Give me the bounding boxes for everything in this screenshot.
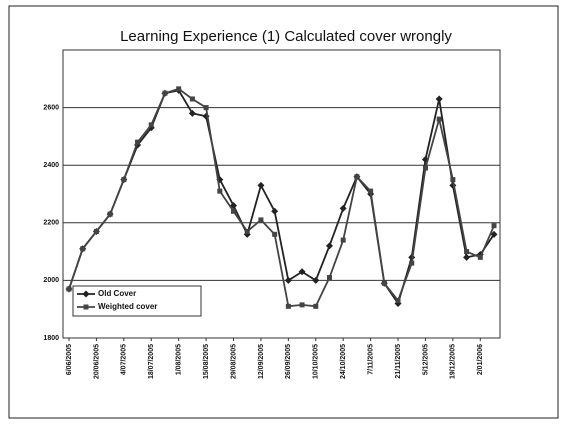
point (271, 207, 279, 215)
point (368, 188, 374, 194)
x-tick-label: 1/08/2005 (176, 344, 183, 375)
point (135, 139, 141, 145)
point (395, 298, 401, 304)
y-tick-label: 1800 (43, 335, 59, 342)
point (490, 230, 498, 238)
point (491, 223, 497, 229)
x-tick-label: 4/07/2005 (121, 344, 128, 375)
x-tick-label: 19/12/2005 (450, 344, 457, 379)
point (450, 177, 456, 183)
x-tick-label: 26/09/2005 (285, 344, 292, 379)
x-tick-label: 15/08/2005 (203, 344, 210, 379)
x-tick-label: 5/12/2005 (422, 344, 429, 375)
point (258, 217, 264, 223)
x-tick-label: 24/10/2005 (340, 344, 347, 379)
x-tick-label: 2/01/2006 (477, 344, 484, 375)
point (188, 109, 196, 117)
point (66, 286, 72, 292)
point (285, 303, 291, 309)
point (176, 86, 182, 92)
point (409, 260, 415, 266)
point (272, 231, 278, 237)
point (325, 242, 333, 250)
legend-label: Weighted cover (98, 302, 157, 311)
point (148, 122, 154, 128)
point (422, 165, 428, 171)
x-tick-label: 7/11/2005 (367, 344, 374, 375)
x-tick-label: 20/06/2005 (93, 344, 100, 379)
legend-marker (82, 290, 90, 298)
point (435, 95, 443, 103)
point (312, 276, 320, 284)
point (217, 188, 223, 194)
legend-box (72, 285, 202, 317)
legend-marker (83, 304, 89, 310)
point (162, 90, 168, 96)
plot-area (62, 49, 501, 339)
y-tick-label: 2200 (43, 220, 59, 227)
point (298, 268, 306, 276)
point (203, 105, 209, 111)
chart-frame (8, 5, 559, 419)
y-tick-label: 2600 (43, 104, 59, 111)
series-line (68, 87, 495, 308)
x-tick-label: 10/10/2005 (313, 344, 320, 379)
x-tick-label: 6/06/2005 (66, 344, 73, 375)
point (354, 174, 360, 180)
point (463, 253, 471, 261)
chart-title: Learning Experience (1) Calculated cover… (120, 28, 452, 45)
point (464, 249, 470, 255)
point (244, 228, 250, 234)
point (381, 280, 387, 286)
point (340, 237, 346, 243)
legend-label: Old Cover (98, 289, 136, 298)
point (93, 228, 99, 234)
point (313, 303, 319, 309)
point (189, 96, 195, 102)
point (436, 116, 442, 122)
point (284, 276, 292, 284)
point (121, 177, 127, 183)
x-tick-label: 18/07/2005 (148, 344, 155, 379)
point (231, 208, 237, 214)
point (257, 181, 265, 189)
point (107, 211, 113, 217)
point (339, 204, 347, 212)
point (326, 275, 332, 281)
point (299, 302, 305, 308)
y-tick-label: 2000 (43, 277, 59, 284)
x-tick-label: 29/08/2005 (230, 344, 237, 379)
point (80, 246, 86, 252)
y-tick-label: 2400 (43, 162, 59, 169)
x-tick-label: 12/09/2005 (258, 344, 265, 379)
point (477, 254, 483, 260)
x-tick-label: 21/11/2005 (395, 344, 402, 379)
